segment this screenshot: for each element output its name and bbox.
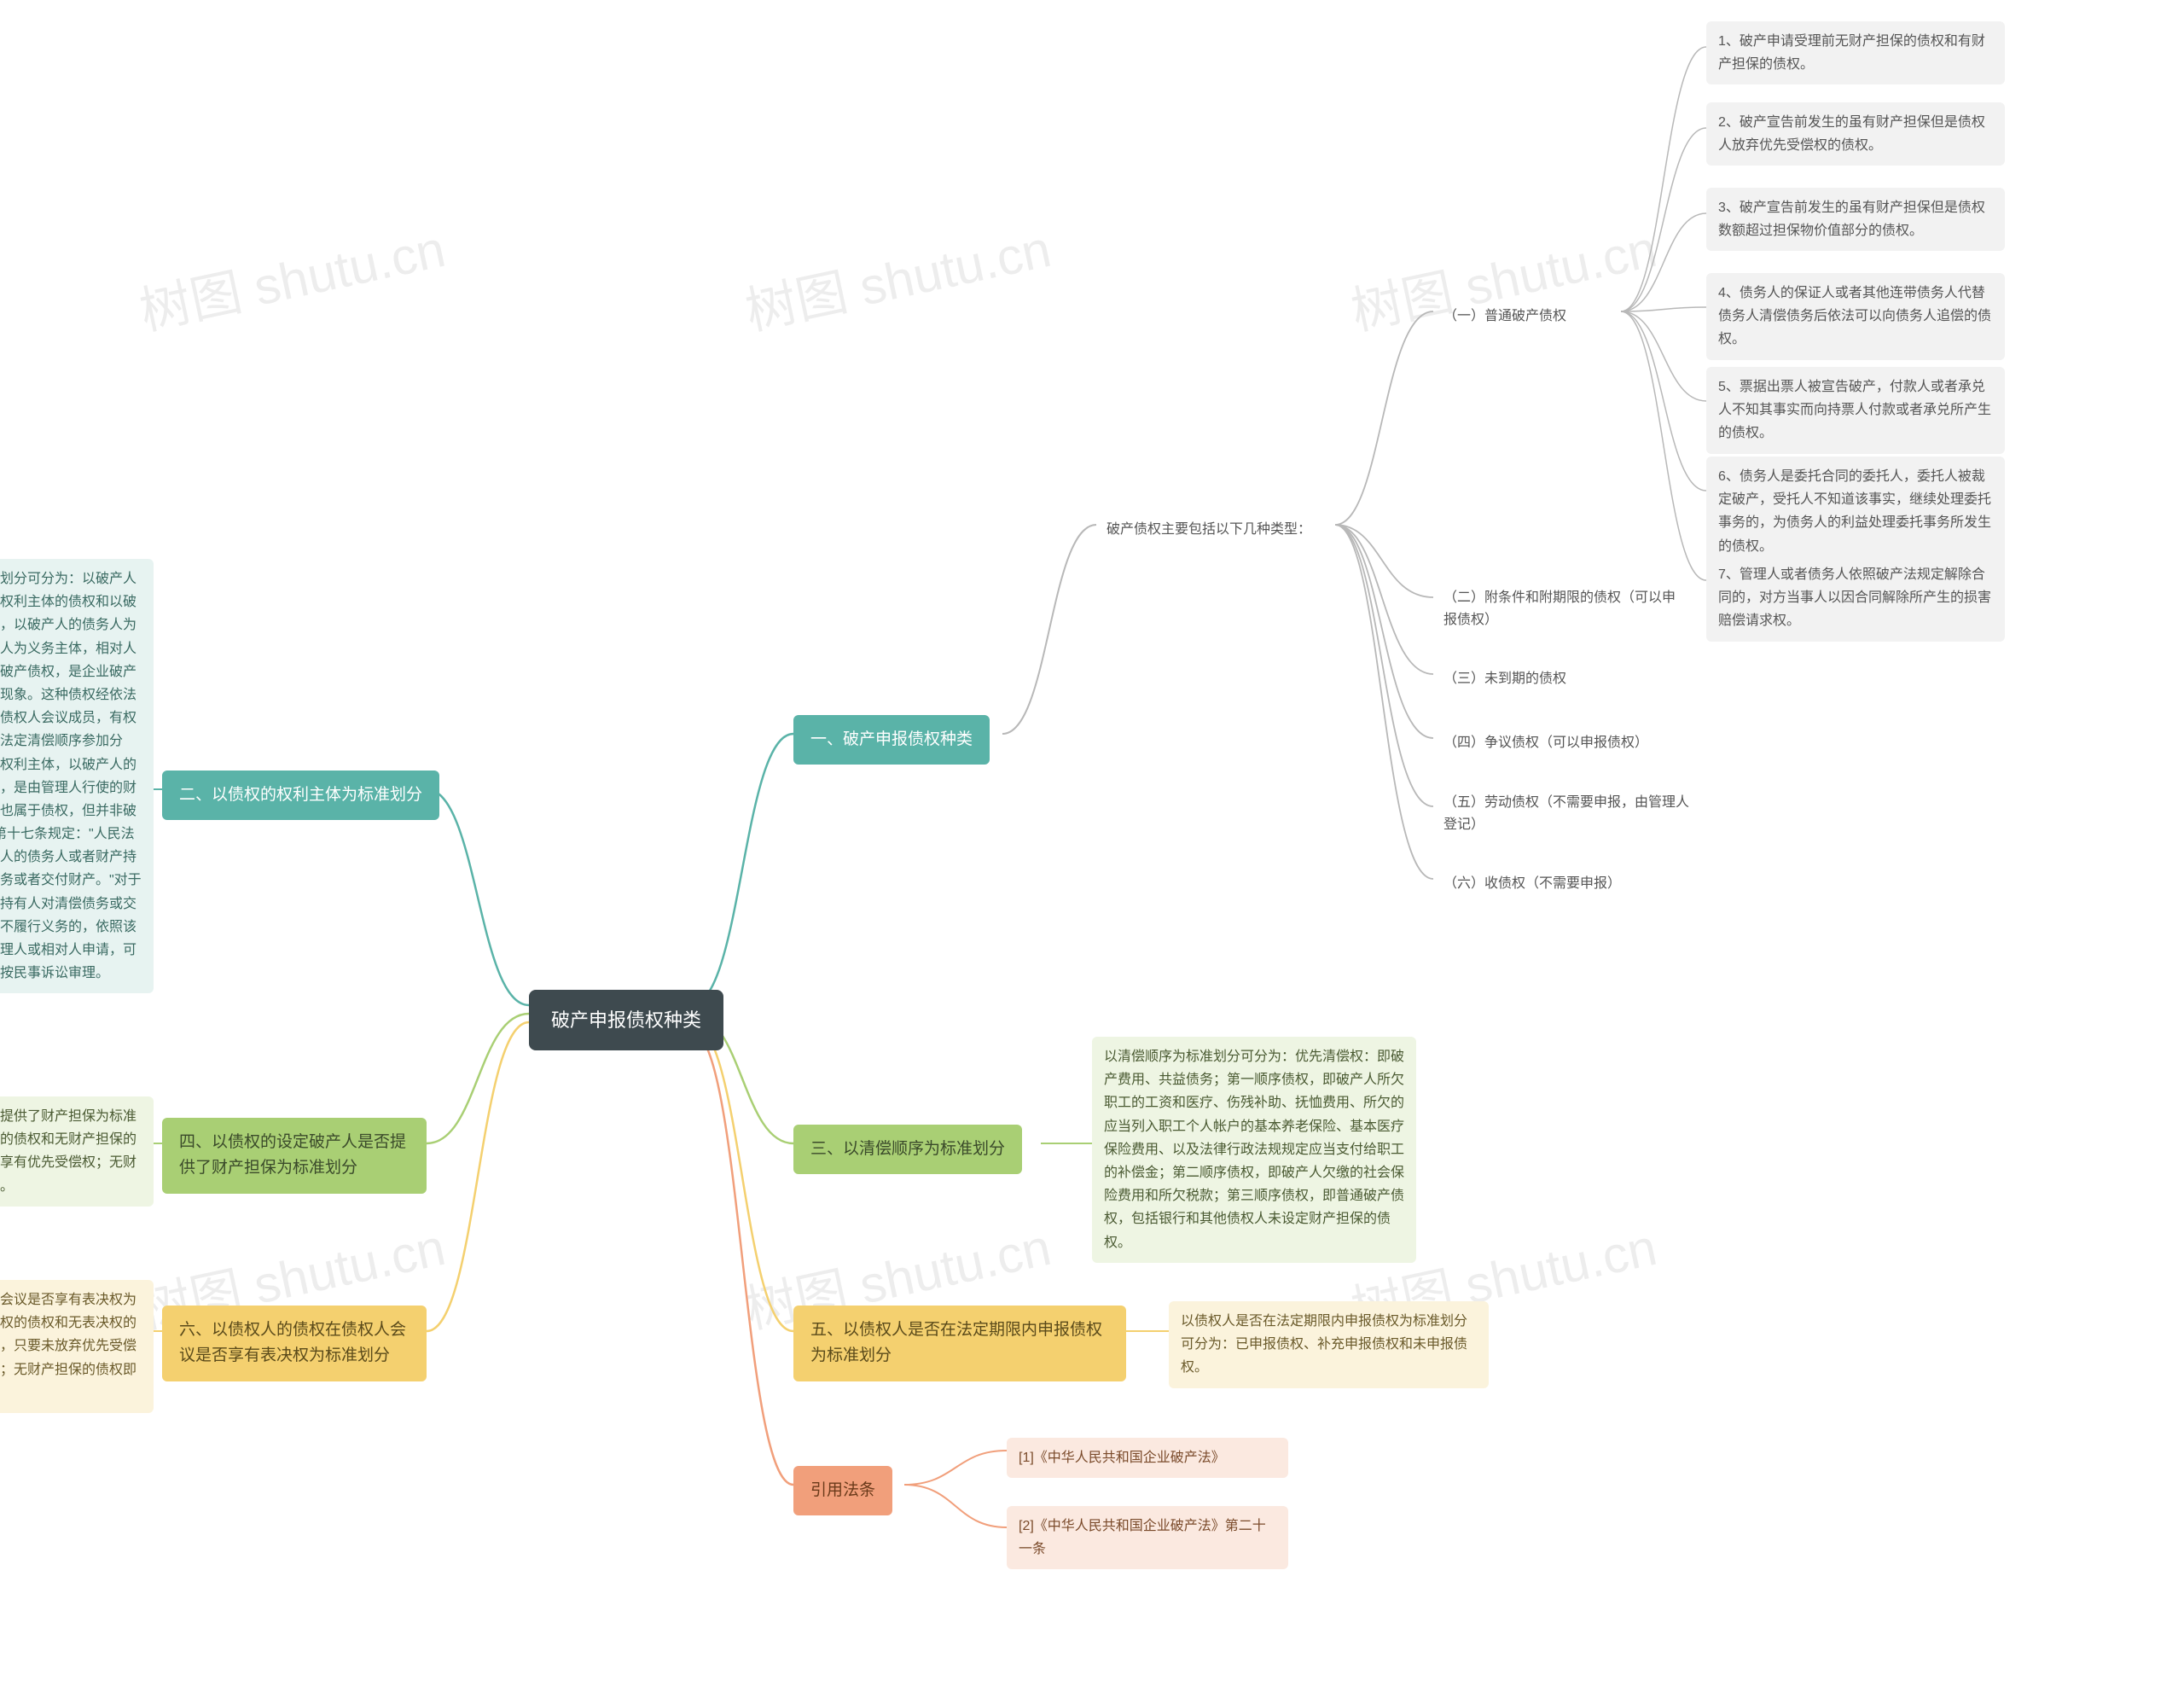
branch-5[interactable]: 五、以债权人是否在法定期限内申报债权为标准划分 [793,1306,1126,1381]
b5-leaf: 以债权人是否在法定期限内申报债权为标准划分可分为：已申报债权、补充申报债权和未申… [1169,1301,1489,1388]
branch-3[interactable]: 三、以清偿顺序为标准划分 [793,1125,1022,1174]
b1-t5[interactable]: （五）劳动债权（不需要申报，由管理人登记） [1433,785,1706,842]
branch-7[interactable]: 引用法条 [793,1466,892,1515]
b1-t6[interactable]: （六）收债权（不需要申报） [1433,866,1631,902]
b6-leaf: 以债权人的债权在债权人会议是否享有表决权为标准划分，可分为有表决权的债权和无表决… [0,1280,154,1413]
branch-1[interactable]: 一、破产申报债权种类 [793,715,990,765]
b1-t1-i4: 4、债务人的保证人或者其他连带债务人代替债务人清偿债务后依法可以向债务人追偿的债… [1706,273,2005,360]
b2-leaf: 以债权的权利主体为标准划分可分为：以破产人为义务主体，以相对人为权利主体的债权和… [0,559,154,993]
watermark: 树图 shutu.cn [738,207,1057,345]
b1-t1[interactable]: （一）普通破产债权 [1433,299,1577,334]
b1-t1-i1: 1、破产申请受理前无财产担保的债权和有财产担保的债权。 [1706,21,2005,84]
b7-i2: [2]《中华人民共和国企业破产法》第二十一条 [1007,1506,1288,1569]
b1-types-label: 破产债权主要包括以下几种类型： [1096,512,1321,548]
b1-t1-i6: 6、债务人是委托合同的委托人，委托人被裁定破产，受托人不知道该事实，继续处理委托… [1706,457,2005,567]
b4-leaf: 以债权的设定破产人是否提供了财产担保为标准划分，可分为有财产担保的债权和无财产担… [0,1096,154,1207]
b1-t1-i7: 7、管理人或者债务人依照破产法规定解除合同的，对方当事人以因合同解除所产生的损害… [1706,555,2005,642]
root-node[interactable]: 破产申报债权种类 [529,990,723,1050]
watermark: 树图 shutu.cn [132,207,451,345]
b1-t1-i3: 3、破产宣告前发生的虽有财产担保但是债权数额超过担保物价值部分的债权。 [1706,188,2005,251]
branch-2[interactable]: 二、以债权的权利主体为标准划分 [162,771,439,820]
b1-t3[interactable]: （三）未到期的债权 [1433,661,1577,697]
b1-t2[interactable]: （二）附条件和附期限的债权（可以申报债权） [1433,580,1689,637]
b3-leaf: 以清偿顺序为标准划分可分为：优先清偿权：即破产费用、共益债务；第一顺序债权，即破… [1092,1037,1416,1263]
b1-t1-i5: 5、票据出票人被宣告破产，付款人或者承兑人不知其事实而向持票人付款或者承兑所产生… [1706,367,2005,454]
branch-4[interactable]: 四、以债权的设定破产人是否提供了财产担保为标准划分 [162,1118,427,1194]
b7-i1: [1]《中华人民共和国企业破产法》 [1007,1438,1288,1478]
b1-t4[interactable]: （四）争议债权（可以申报债权） [1433,725,1658,761]
branch-6[interactable]: 六、以债权人的债权在债权人会议是否享有表决权为标准划分 [162,1306,427,1381]
b1-t1-i2: 2、破产宣告前发生的虽有财产担保但是债权人放弃优先受偿权的债权。 [1706,102,2005,166]
